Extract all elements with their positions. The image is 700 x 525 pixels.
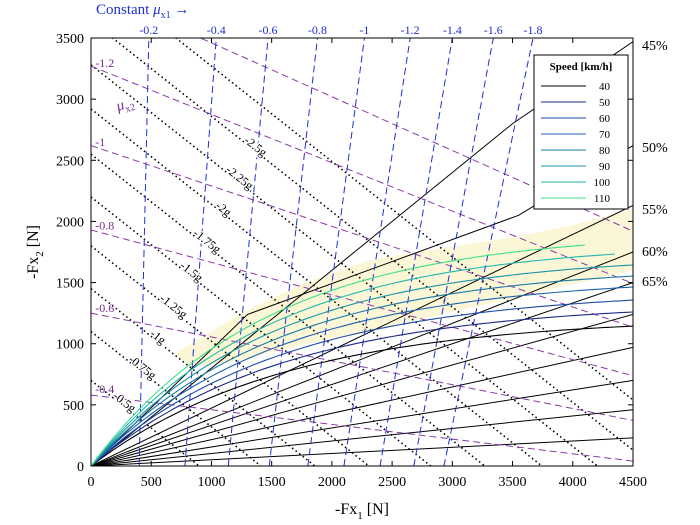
mu1-label: -0.6 xyxy=(259,23,278,37)
mu1-line-6 xyxy=(379,38,453,466)
x-tick-label: 4000 xyxy=(559,475,587,490)
mu1-label: -0.4 xyxy=(207,23,226,37)
mu1-label: -1.8 xyxy=(524,23,543,37)
y-tick-label: 2000 xyxy=(56,215,84,230)
x-tick-label: 2500 xyxy=(378,475,406,490)
mu1-line-3 xyxy=(268,38,318,466)
speed-curve-60 xyxy=(91,299,633,466)
percent-line-5 xyxy=(91,313,633,466)
plot-frame xyxy=(90,37,634,467)
legend-label-70: 70 xyxy=(599,129,611,141)
legend: Speed [km/h] 40 50 60 70 80 90 100 110 xyxy=(533,54,629,210)
mu1-label: -1.4 xyxy=(443,23,462,37)
mu2-line-1 xyxy=(91,312,633,421)
x-tick-label: 2000 xyxy=(318,475,346,490)
y-tick-label: 3500 xyxy=(56,32,84,47)
plot-area xyxy=(91,38,633,466)
percent-label: 55% xyxy=(642,203,668,218)
legend-title: Speed [km/h] xyxy=(550,61,613,73)
mu1-line-0 xyxy=(138,38,150,466)
percent-label: 65% xyxy=(642,275,668,290)
y-tick-label: 3000 xyxy=(56,93,84,108)
percent-label: 45% xyxy=(642,39,668,54)
percent-line-8 xyxy=(91,409,633,466)
legend-label-80: 80 xyxy=(599,145,611,157)
g-line-0 xyxy=(91,379,200,466)
legend-label-100: 100 xyxy=(594,177,611,189)
g-line-6 xyxy=(91,108,543,466)
legend-label-50: 50 xyxy=(599,97,611,109)
mu1-label: -0.8 xyxy=(308,23,327,37)
y-tick-label: 1000 xyxy=(56,338,84,353)
axes: 0 500 1000 1500 2000 2500 3000 3500 4000 4500 0 500… xyxy=(56,32,647,490)
y-tick-label: 0 xyxy=(77,460,84,475)
mu2-line-2 xyxy=(91,229,633,377)
percent-line-4 xyxy=(91,282,633,466)
legend-box xyxy=(533,54,629,210)
percent-line-7 xyxy=(91,379,633,466)
speed-curve-100 xyxy=(91,253,615,466)
mu1-line-8 xyxy=(443,38,534,466)
legend-label-60: 60 xyxy=(599,113,611,125)
x-tick-label: 500 xyxy=(141,475,162,490)
mu2-label: -0.4 xyxy=(95,382,114,396)
g-line-1 xyxy=(91,330,262,466)
x-tick-label: 1000 xyxy=(197,475,225,490)
x-tick-label: 0 xyxy=(88,475,95,490)
mu1-label: -0.2 xyxy=(139,23,158,37)
speed-curve-50 xyxy=(91,311,633,466)
mu1-label: -1 xyxy=(359,23,369,37)
percent-line-3 xyxy=(91,251,633,466)
legend-label-90: 90 xyxy=(599,161,611,173)
x-axis-label: -Fx1 [N] xyxy=(335,501,389,522)
y-tick-label: 1500 xyxy=(56,277,84,292)
g-line-4 xyxy=(91,196,432,466)
mu1-title: Constant μx1 → xyxy=(96,2,189,21)
percent-line-6 xyxy=(91,346,633,466)
speed-curve-110 xyxy=(91,244,585,466)
y-tick-label: 500 xyxy=(63,399,84,414)
mu2-label: -1.2 xyxy=(95,56,114,70)
x-tick-label: 3000 xyxy=(438,475,466,490)
speed-curve-90 xyxy=(91,264,633,466)
mu2-label: -0.8 xyxy=(95,219,114,233)
speed-curve-80 xyxy=(91,275,633,466)
feasible-region xyxy=(175,209,633,366)
percent-label: 60% xyxy=(642,245,668,260)
x-tick-label: 3500 xyxy=(499,475,527,490)
speed-curve-70 xyxy=(91,286,633,466)
mu2-line-0 xyxy=(91,394,633,462)
mu1-line-5 xyxy=(343,38,411,466)
mu1-line-7 xyxy=(413,38,494,466)
y-axis-label: -Fx2 [N] xyxy=(25,225,46,279)
mu1-line-2 xyxy=(227,38,269,466)
legend-entries: 40 50 60 70 80 90 100 110 xyxy=(541,81,611,205)
mu2-line-4 xyxy=(91,65,633,284)
mu1-label: -1.2 xyxy=(401,23,420,37)
mu2-label: -0.6 xyxy=(95,301,114,315)
x-tick-label: 1500 xyxy=(258,475,286,490)
mu2-label: -1 xyxy=(95,135,105,149)
speed-curve-40 xyxy=(91,325,633,466)
percent-label: 50% xyxy=(642,141,668,156)
g-line-3 xyxy=(91,245,370,466)
mu1-line-4 xyxy=(307,38,365,466)
mu1-label: -1.6 xyxy=(484,23,503,37)
mu2-line-3 xyxy=(91,145,633,328)
percent-line-9 xyxy=(91,437,633,466)
g-line-5 xyxy=(91,153,486,466)
x-tick-label: 4500 xyxy=(619,475,647,490)
legend-label-40: 40 xyxy=(599,81,611,93)
legend-label-110: 110 xyxy=(594,193,611,205)
y-tick-label: 2500 xyxy=(56,154,84,169)
